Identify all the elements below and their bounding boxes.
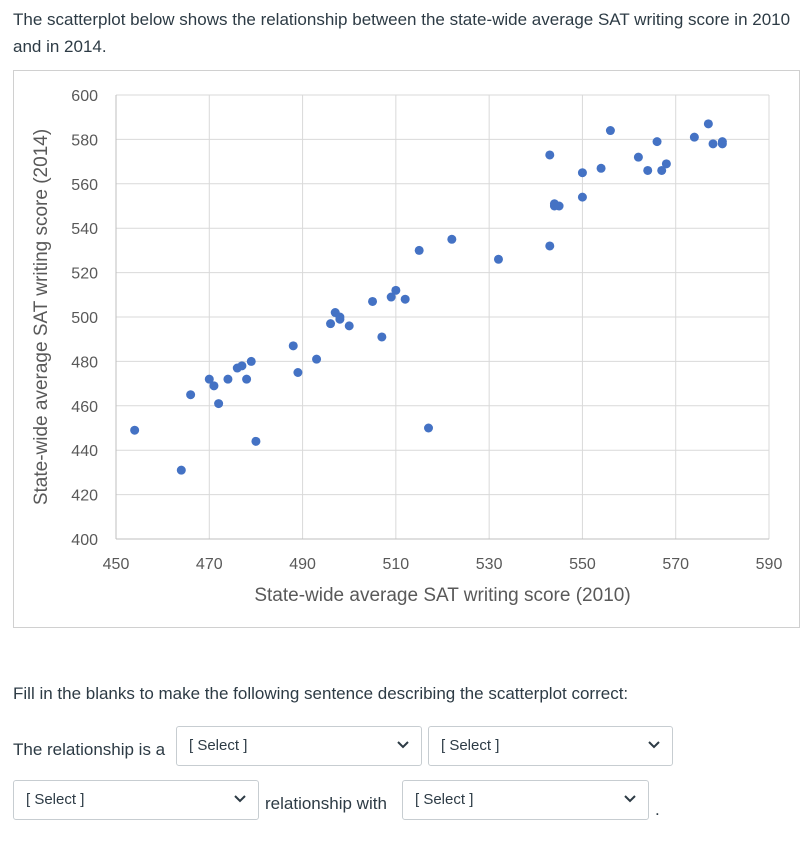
data-point [643, 165, 653, 175]
data-point [652, 137, 662, 147]
x-axis-title: State-wide average SAT writing score (20… [254, 585, 630, 606]
blank-3-dropdown[interactable]: [ Select ] [13, 780, 259, 820]
data-point [368, 296, 378, 306]
scatterplot-frame: 400 420 440 460 480 500 520 540 560 580 600 450 470 4… [13, 70, 800, 628]
y-tick-label: 560 [71, 177, 98, 194]
data-point [223, 374, 233, 384]
data-point [493, 254, 503, 264]
y-tick-label: 460 [71, 399, 98, 416]
fill-instructions: Fill in the blanks to make the following… [13, 684, 629, 703]
data-point [545, 150, 555, 160]
chevron-down-icon [648, 741, 660, 749]
data-point [176, 465, 186, 475]
data-point [549, 201, 559, 211]
data-point [204, 374, 214, 384]
y-tick-label: 420 [71, 488, 98, 505]
sentence-end: . [655, 800, 660, 819]
blank-2-dropdown[interactable]: [ Select ] [428, 726, 673, 766]
data-point [391, 285, 401, 295]
x-tick-label: 490 [289, 556, 316, 573]
x-tick-label: 510 [383, 556, 410, 573]
data-point [657, 165, 667, 175]
data-point [246, 356, 256, 366]
blank-2-selected: [ Select ] [441, 737, 500, 754]
x-tick-label: 590 [756, 556, 783, 573]
data-point [386, 292, 396, 302]
data-point [661, 159, 671, 169]
data-point [377, 332, 387, 342]
y-tick-label: 500 [71, 310, 98, 327]
x-tick-label: 570 [662, 556, 689, 573]
scatterplot: 400 420 440 460 480 500 520 540 560 580 600 450 470 4… [31, 88, 783, 606]
question-intro: The scatterplot below shows the relation… [13, 10, 791, 56]
x-tick-label: 550 [569, 556, 596, 573]
data-point [596, 163, 606, 173]
y-axis-title: State-wide average SAT writing score (20… [31, 129, 52, 505]
data-point [717, 137, 727, 147]
x-tick-label: 530 [476, 556, 503, 573]
data-point [242, 374, 252, 384]
blank-3-selected: [ Select ] [26, 791, 85, 808]
data-point [545, 241, 555, 251]
blank-4-dropdown[interactable]: [ Select ] [402, 780, 649, 820]
data-point [214, 399, 224, 409]
data-point [186, 390, 196, 400]
data-point [293, 368, 303, 377]
y-tick-label: 520 [71, 266, 98, 283]
data-point [335, 314, 345, 324]
data-point [237, 361, 247, 371]
data-point [577, 168, 587, 178]
data-point [400, 294, 410, 304]
data-point [605, 126, 615, 136]
y-tick-label: 580 [71, 132, 98, 149]
sentence-part-2: relationship with [265, 794, 387, 813]
data-point [633, 152, 643, 162]
data-point [689, 132, 699, 142]
data-point [288, 341, 298, 351]
y-tick-label: 400 [71, 532, 98, 549]
data-point [447, 234, 457, 244]
data-point [424, 423, 434, 433]
blank-1-dropdown[interactable]: [ Select ] [176, 726, 422, 766]
y-tick-label: 600 [71, 88, 98, 105]
chevron-down-icon [624, 795, 636, 803]
data-point [251, 436, 261, 446]
y-tick-label: 440 [71, 443, 98, 460]
data-point [414, 245, 424, 255]
data-point [577, 192, 587, 202]
x-tick-label: 450 [103, 556, 130, 573]
blank-4-selected: [ Select ] [415, 791, 474, 808]
data-point [312, 354, 322, 364]
data-point [708, 139, 718, 149]
data-point [209, 381, 219, 391]
chevron-down-icon [397, 741, 409, 749]
y-tick-label: 480 [71, 354, 98, 371]
data-point [130, 425, 140, 435]
data-point [703, 119, 713, 129]
sentence-part-1: The relationship is a [13, 740, 166, 759]
data-point [326, 319, 336, 329]
data-point [344, 321, 354, 331]
y-tick-label: 540 [71, 221, 98, 238]
chevron-down-icon [234, 795, 246, 803]
blank-1-selected: [ Select ] [189, 737, 248, 754]
x-tick-label: 470 [196, 556, 223, 573]
